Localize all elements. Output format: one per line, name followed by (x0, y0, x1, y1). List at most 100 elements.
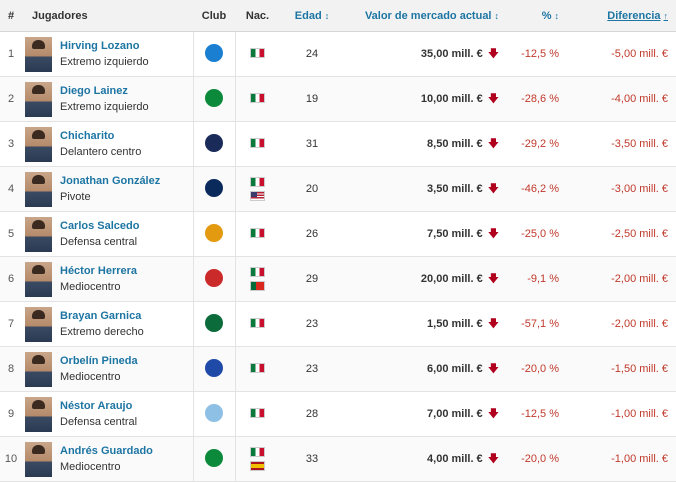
player-photo[interactable] (25, 306, 52, 342)
player-name-link[interactable]: Jonathan González (60, 175, 161, 187)
club-cell (192, 31, 235, 77)
table-row: 2 Diego Lainez Extremo izquierdo 19 10,0… (0, 76, 676, 122)
club-cell (192, 256, 235, 302)
sort-ascending-icon: ↑ (663, 10, 669, 21)
percent-change: -9,1 % (507, 256, 567, 302)
table-row: 6 Héctor Herrera Mediocentro 29 20,00 mi… (0, 256, 676, 302)
market-value[interactable]: 4,00 mill. € (427, 452, 483, 465)
player-cell: Orbelín Pineda Mediocentro (22, 346, 193, 392)
player-name-link[interactable]: Héctor Herrera (60, 265, 138, 277)
header-value-sort[interactable]: Valor de mercado actual ↕ (344, 0, 507, 32)
club-crest-cruz-azul-icon[interactable] (205, 358, 223, 377)
nationality-cell (234, 121, 280, 167)
club-crest-monterrey-icon[interactable] (205, 178, 223, 197)
player-photo[interactable] (25, 441, 52, 477)
player-position: Extremo izquierdo (60, 56, 149, 68)
flag-us-icon (250, 191, 266, 201)
market-value-cell: 6,00 mill. € 🡇 (344, 346, 507, 392)
market-value[interactable]: 1,50 mill. € (427, 317, 483, 330)
market-value[interactable]: 10,00 mill. € (420, 92, 483, 105)
player-photo[interactable] (25, 216, 52, 252)
market-value[interactable]: 7,00 mill. € (427, 407, 483, 420)
arrow-down-icon: 🡇 (487, 452, 499, 465)
club-crest-napoli-icon[interactable] (205, 43, 223, 62)
header-row: # Jugadores Club Nac. Edad ↕ Valor de mer… (0, 0, 676, 32)
player-photo[interactable] (25, 36, 52, 72)
table-row: 10 Andrés Guardado Mediocentro 33 4,00 m… (0, 436, 676, 482)
club-crest-betis-icon[interactable] (205, 88, 223, 107)
player-name-link[interactable]: Andrés Guardado (60, 445, 153, 457)
header-age-sort[interactable]: Edad ↕ (280, 0, 344, 32)
club-crest-santos-icon[interactable] (205, 313, 223, 332)
flag-mx-icon (250, 227, 266, 238)
flag-mx-icon (250, 137, 266, 148)
player-name-link[interactable]: Diego Lainez (60, 85, 128, 97)
arrow-down-icon: 🡇 (487, 137, 499, 150)
player-photo[interactable] (25, 351, 52, 387)
player-photo[interactable] (25, 81, 52, 117)
age: 19 (280, 76, 344, 122)
market-value[interactable]: 35,00 mill. € (420, 47, 483, 60)
market-value[interactable]: 7,50 mill. € (427, 227, 483, 240)
player-position: Extremo derecho (60, 326, 144, 338)
club-crest-tigres-icon[interactable] (205, 223, 223, 242)
age: 24 (280, 31, 344, 77)
club-crest-la-galaxy-icon[interactable] (205, 133, 223, 152)
market-value-cell: 7,00 mill. € 🡇 (344, 391, 507, 437)
player-position: Mediocentro (60, 371, 121, 383)
player-name-link[interactable]: Brayan Garnica (60, 310, 142, 322)
club-cell (192, 166, 235, 212)
row-number: 2 (0, 76, 22, 122)
market-value[interactable]: 8,50 mill. € (427, 137, 483, 150)
market-value[interactable]: 6,00 mill. € (427, 362, 483, 375)
club-cell (192, 301, 235, 347)
player-cell: Brayan Garnica Extremo derecho (22, 301, 193, 347)
nationality-cell (234, 31, 280, 77)
player-name-link[interactable]: Orbelín Pineda (60, 355, 138, 367)
row-number: 4 (0, 166, 22, 212)
player-name-link[interactable]: Hirving Lozano (60, 40, 140, 52)
row-number: 1 (0, 31, 22, 77)
club-crest-celta-icon[interactable] (205, 403, 223, 422)
market-value[interactable]: 3,50 mill. € (427, 182, 483, 195)
flag-es-icon (250, 461, 266, 471)
player-photo[interactable] (25, 126, 52, 162)
club-crest-betis-icon[interactable] (205, 448, 223, 467)
sort-icon: ↕ (494, 10, 500, 21)
player-name-link[interactable]: Carlos Salcedo (60, 220, 140, 232)
table-row: 5 Carlos Salcedo Defensa central 26 7,50… (0, 211, 676, 257)
nationality-cell (234, 211, 280, 257)
player-name-link[interactable]: Néstor Araujo (60, 400, 133, 412)
sort-icon: ↕ (554, 10, 560, 21)
market-value-cell: 8,50 mill. € 🡇 (344, 121, 507, 167)
value-difference: -3,00 mill. € (567, 166, 676, 212)
club-cell (192, 211, 235, 257)
club-crest-atletico-icon[interactable] (205, 268, 223, 287)
market-value[interactable]: 20,00 mill. € (420, 272, 483, 285)
player-photo[interactable] (25, 171, 52, 207)
header-diff-sort[interactable]: Diferencia ↑ (567, 0, 676, 32)
table-row: 4 Jonathan González Pivote 20 3,50 mill.… (0, 166, 676, 212)
percent-change: -25,0 % (507, 211, 567, 257)
header-player: Jugadores (22, 0, 193, 32)
row-number: 8 (0, 346, 22, 392)
flag-mx-icon (250, 267, 266, 277)
player-cell: Héctor Herrera Mediocentro (22, 256, 193, 302)
flag-mx-icon (250, 177, 266, 187)
arrow-down-icon: 🡇 (487, 92, 499, 105)
table-row: 8 Orbelín Pineda Mediocentro 23 6,00 mil… (0, 346, 676, 392)
player-photo[interactable] (25, 396, 52, 432)
row-number: 6 (0, 256, 22, 302)
value-difference: -1,00 mill. € (567, 391, 676, 437)
arrow-down-icon: 🡇 (487, 182, 499, 195)
player-name-link[interactable]: Chicharito (60, 130, 115, 142)
header-pct-sort[interactable]: % ↕ (507, 0, 567, 32)
table-row: 9 Néstor Araujo Defensa central 28 7,00 … (0, 391, 676, 437)
percent-change: -12,5 % (507, 31, 567, 77)
player-photo[interactable] (25, 261, 52, 297)
row-number: 9 (0, 391, 22, 437)
percent-change: -29,2 % (507, 121, 567, 167)
player-position: Defensa central (60, 416, 138, 428)
player-position: Extremo izquierdo (60, 101, 149, 113)
value-difference: -1,50 mill. € (567, 346, 676, 392)
